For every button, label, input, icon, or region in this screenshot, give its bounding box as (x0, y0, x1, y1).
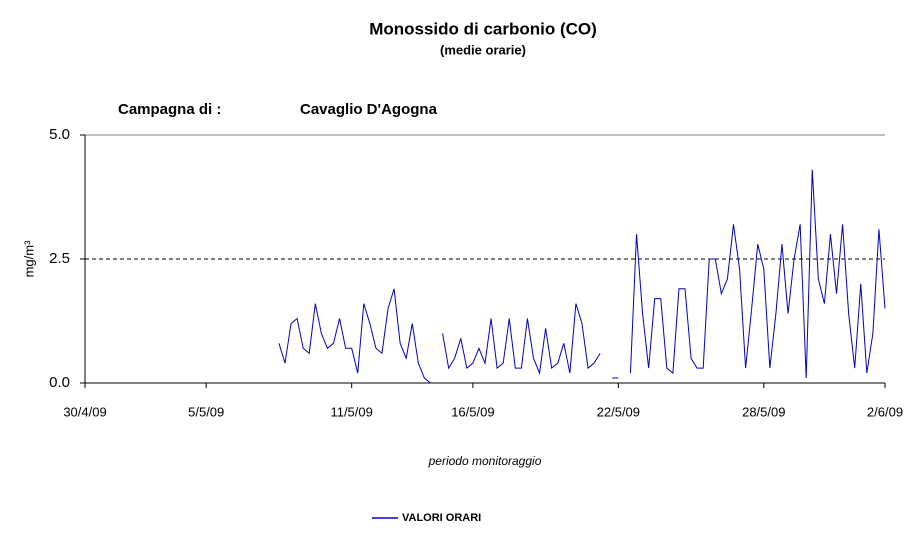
annotation: Cavaglio D'Agogna (300, 101, 438, 118)
annotation: Campagna di : (118, 101, 221, 118)
chart-title: Monossido di carbonio (CO) (369, 19, 597, 38)
legend-label: VALORI ORARI (402, 512, 481, 524)
x-tick-label: 28/5/09 (742, 404, 785, 419)
chart-subtitle: (medie orarie) (440, 42, 526, 57)
x-tick-label: 11/5/09 (330, 404, 372, 419)
x-axis-label: periodo monitoraggio (428, 454, 542, 468)
x-tick-label: 30/4/09 (63, 404, 106, 419)
x-tick-label: 2/6/09 (867, 404, 903, 419)
y-axis-label: mg/m³ (21, 240, 36, 278)
x-tick-label: 22/5/09 (597, 404, 640, 419)
y-tick-label: 5.0 (49, 126, 70, 143)
x-tick-label: 16/5/09 (451, 404, 494, 419)
y-tick-label: 2.5 (49, 250, 70, 267)
x-tick-label: 5/5/09 (188, 404, 224, 419)
data-line (278, 169, 886, 384)
y-tick-label: 0.0 (49, 374, 70, 391)
